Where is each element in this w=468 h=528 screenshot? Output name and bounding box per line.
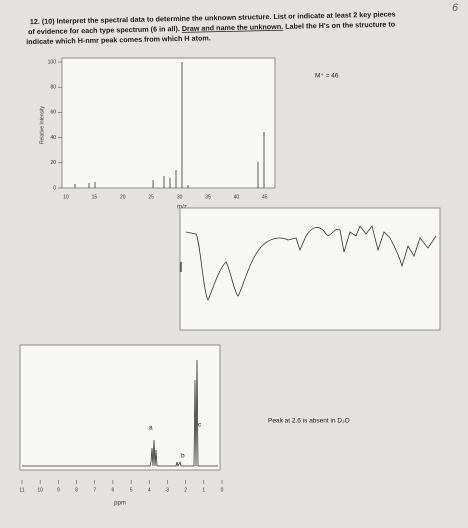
y-axis-label: Relative Intensity xyxy=(39,105,45,144)
question-line: of evidence for each type spectrum (6 in… xyxy=(28,19,396,36)
y-tick-label: 20 xyxy=(50,160,56,166)
y-ticks: 100 80 60 40 20 0 xyxy=(48,59,62,191)
x-tick-label: 45 xyxy=(262,194,268,200)
y-tick-label: 60 xyxy=(50,110,56,116)
x-tick-label: 30 xyxy=(177,194,183,200)
peak-label: a xyxy=(149,425,153,432)
x-tick-label: 1 xyxy=(202,487,205,493)
x-tick-label: 4 xyxy=(148,487,151,493)
question-text: Label the H's on the structure to xyxy=(285,19,396,30)
peak-label: b xyxy=(181,453,185,460)
y-tick-label: 0 xyxy=(53,185,56,191)
score: 6 xyxy=(452,2,459,14)
mass-spectrum-frame xyxy=(61,57,276,189)
x-tick-label: 10 xyxy=(63,194,69,200)
nmr-trace xyxy=(22,359,218,468)
x-tick-label: 3 xyxy=(166,487,169,493)
x-tick-label: 2 xyxy=(184,487,187,493)
annotation: M⁺ = 46 xyxy=(315,73,339,80)
x-tick-label: 11 xyxy=(19,487,24,493)
x-tick-label: 40 xyxy=(234,194,240,200)
x-axis-label: ppm xyxy=(114,501,126,507)
x-tick-label: 0 xyxy=(221,487,224,493)
question: 12. (10) Interpret the spectral data to … xyxy=(26,9,396,46)
x-tick-label: 20 xyxy=(120,194,126,200)
ir-trace xyxy=(185,225,437,301)
question-text: of evidence for each type spectrum (6 in… xyxy=(28,24,180,36)
peak-label: c xyxy=(198,422,202,429)
x-tick-label: 35 xyxy=(205,194,211,200)
question-line: indicate which H-nmr peak comes from whi… xyxy=(26,33,211,46)
x-ticks: 10 15 20 25 30 35 40 45 xyxy=(63,194,268,200)
x-tick-label: 15 xyxy=(92,194,98,200)
y-tick-label: 100 xyxy=(48,59,57,65)
x-axis-label: m/z xyxy=(177,205,187,211)
x-tick-label: 7 xyxy=(93,487,96,493)
mass-peaks xyxy=(74,62,265,188)
x-tick-label: 8 xyxy=(75,487,78,493)
x-tick-label: 9 xyxy=(57,487,60,493)
x-tick-label: 6 xyxy=(112,487,115,493)
y-tick-label: 80 xyxy=(50,85,56,91)
x-ticks: 11 10 9 8 7 6 5 4 3 2 1 0 xyxy=(19,480,224,493)
y-tick-label: 40 xyxy=(50,135,56,141)
nmr-frame xyxy=(19,344,221,471)
ir-spectrum-frame xyxy=(179,207,441,331)
x-tick-label: 5 xyxy=(130,487,133,493)
annotation: Peak at 2.6 is absent in D₂O xyxy=(268,418,350,425)
question-emphasis: Draw and name the unknown. xyxy=(182,22,284,33)
x-tick-label: 10 xyxy=(37,487,43,493)
x-tick-label: 25 xyxy=(148,194,154,200)
